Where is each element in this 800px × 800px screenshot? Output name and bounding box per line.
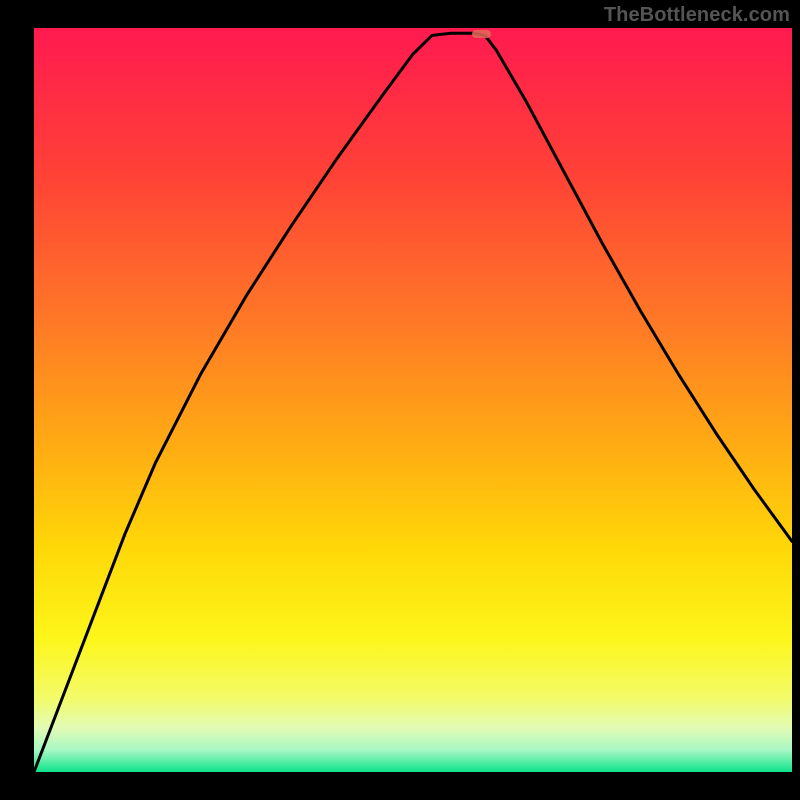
optimal-point-marker <box>472 30 491 37</box>
chart-frame: TheBottleneck.com <box>0 0 800 800</box>
curve-path <box>34 33 792 772</box>
watermark-text: TheBottleneck.com <box>604 4 790 27</box>
bottleneck-curve <box>34 28 792 772</box>
plot-gradient-background <box>34 28 792 772</box>
